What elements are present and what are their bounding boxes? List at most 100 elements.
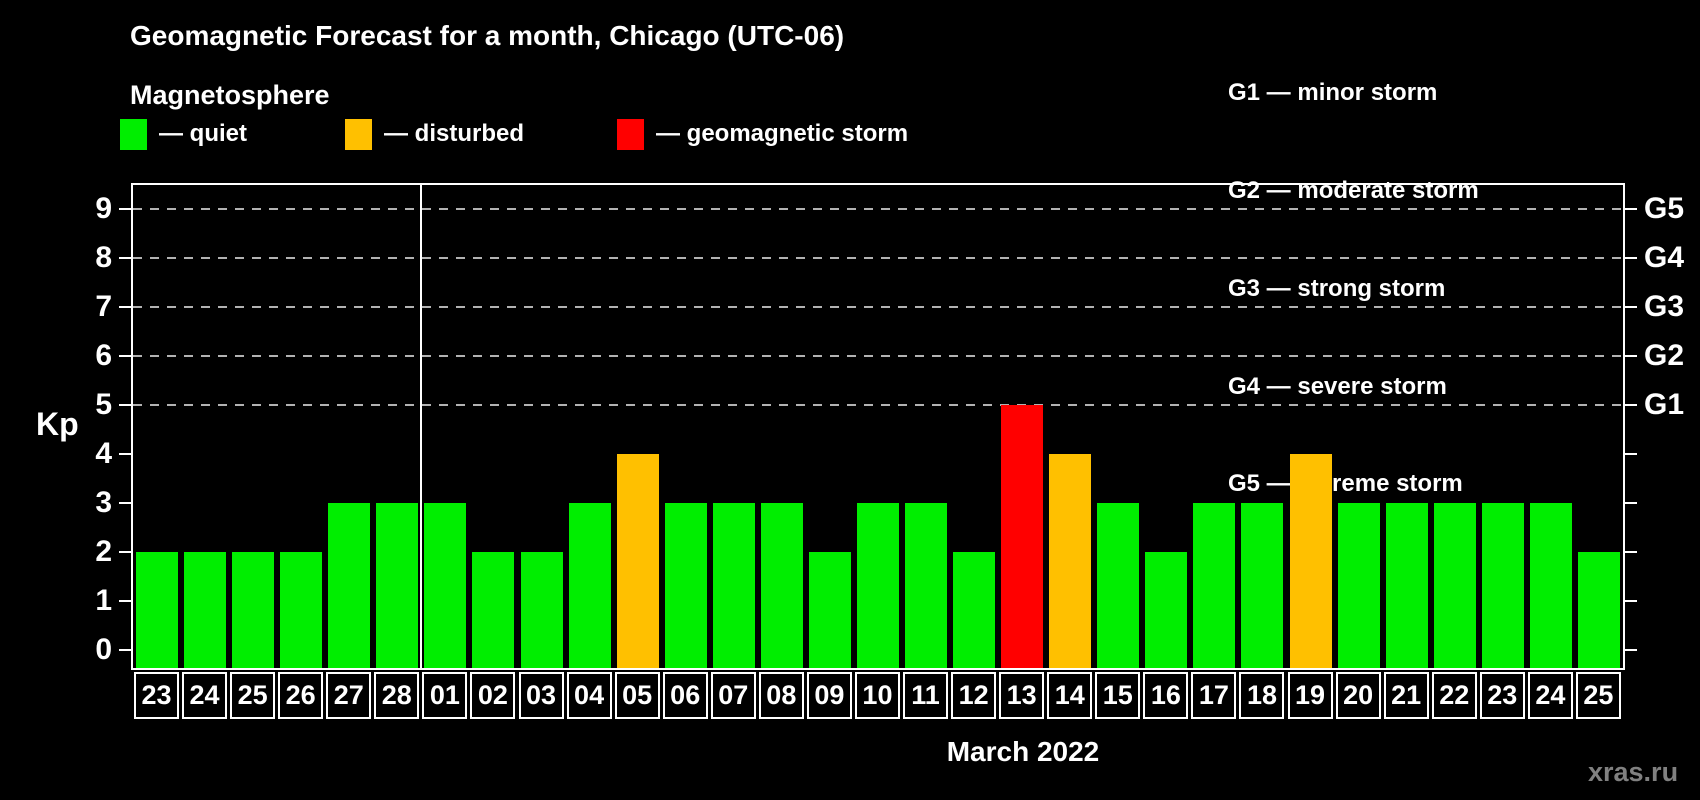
bar-day-04 [568,503,611,668]
g-scale-label-g3: G3 [1644,290,1685,323]
day-label-17: 17 [1191,672,1237,719]
day-label-03: 03 [518,672,564,719]
y-tick-left-8 [119,257,131,259]
day-label-01: 01 [422,672,468,719]
bar-day-02 [472,552,515,668]
bar-day-28 [376,503,419,668]
bar-day-23 [1481,503,1524,668]
bar-day-05 [616,454,659,668]
storm-color-swatch [617,118,644,150]
day-label-08: 08 [758,672,804,719]
y-tick-label-3: 3 [95,486,112,519]
day-label-26: 26 [278,672,324,719]
bar-day-15 [1097,503,1140,668]
y-tick-left-7 [119,306,131,308]
magnetosphere-label: Magnetosphere [130,80,330,110]
g-scale-label-g4: G4 [1644,241,1685,274]
bar-day-22 [1433,503,1476,668]
g-scale-label-g2: G2 [1644,339,1685,372]
day-label-25: 25 [230,672,276,719]
y-tick-label-4: 4 [95,437,112,470]
day-label-07: 07 [710,672,756,719]
bar-day-25 [232,552,275,668]
day-label-23: 23 [1479,672,1525,719]
y-tick-left-6 [119,355,131,357]
bar-day-26 [280,552,323,668]
g-scale-label-g5: G5 [1644,192,1685,225]
day-label-23: 23 [134,672,179,719]
day-label-02: 02 [470,672,516,719]
day-label-20: 20 [1335,672,1381,719]
bar-day-18 [1241,503,1284,668]
y-tick-right-1 [1625,600,1637,602]
y-tick-right-2 [1625,551,1637,553]
day-label-19: 19 [1287,672,1333,719]
bar-day-11 [905,503,948,668]
day-label-10: 10 [854,672,900,719]
y-tick-left-4 [119,453,131,455]
day-label-21: 21 [1383,672,1429,719]
day-label-24: 24 [182,672,228,719]
storm-scale-legend: G1 — minor storm G2 — moderate storm G3 … [1228,12,1479,534]
day-label-11: 11 [903,672,949,719]
legend-label-storm: — geomagnetic storm [656,120,909,147]
y-tick-right-6 [1625,355,1637,357]
y-tick-right-9 [1625,208,1637,210]
y-tick-left-9 [119,208,131,210]
legend-item-storm: — geomagnetic storm [617,117,908,151]
gridline-kp5 [133,404,1623,406]
y-tick-label-5: 5 [95,388,112,421]
plot-area [131,183,1625,670]
day-label-06: 06 [662,672,708,719]
y-tick-right-8 [1625,257,1637,259]
storm-scale-line-g3: G3 — strong storm [1228,274,1446,302]
y-tick-label-0: 0 [95,633,112,666]
day-label-16: 16 [1143,672,1189,719]
bar-day-23 [136,552,178,668]
y-tick-right-7 [1625,306,1637,308]
y-tick-left-3 [119,502,131,504]
storm-scale-line-g1: G1 — minor storm [1228,79,1438,107]
day-label-27: 27 [326,672,372,719]
y-axis-title: Kp [36,406,79,442]
x-axis-month-label: March 2022 [946,736,1100,767]
gridline-kp7 [133,306,1623,308]
bar-day-24 [1529,503,1572,668]
bar-day-27 [328,503,371,668]
y-tick-left-1 [119,600,131,602]
month-boundary-line [420,185,423,668]
y-tick-right-5 [1625,404,1637,406]
y-tick-left-0 [119,649,131,651]
y-tick-right-4 [1625,453,1637,455]
y-tick-left-5 [119,404,131,406]
x-axis-day-labels: 23 24 25 26 27 28 01 02 03 04 05 06 07 08 09 10 11 12 13 14… [133,672,1623,719]
day-label-13: 13 [999,672,1045,719]
y-tick-label-9: 9 [95,192,112,225]
storm-scale-line-g4: G4 — severe storm [1228,372,1447,400]
day-label-12: 12 [951,672,997,719]
y-tick-label-1: 1 [95,584,112,617]
day-label-28: 28 [374,672,420,719]
day-label-25: 25 [1575,672,1621,719]
day-label-18: 18 [1239,672,1285,719]
bar-day-14 [1049,454,1092,668]
y-tick-label-7: 7 [95,290,112,323]
bar-day-16 [1145,552,1188,668]
storm-scale-line-g5: G5 — extreme storm [1228,470,1463,498]
bar-day-12 [953,552,996,668]
gridline-kp8 [133,257,1623,259]
y-tick-right-0 [1625,649,1637,651]
y-tick-label-2: 2 [95,535,112,568]
day-label-22: 22 [1431,672,1477,719]
watermark: xras.ru [1588,757,1679,787]
g-scale-label-g1: G1 [1644,388,1685,421]
disturbed-color-swatch [345,118,372,150]
bar-day-17 [1193,503,1236,668]
bar-day-13 [1001,405,1044,668]
day-label-14: 14 [1047,672,1093,719]
bar-day-06 [664,503,707,668]
bar-day-07 [712,503,755,668]
page-title: Geomagnetic Forecast for a month, Chicag… [130,20,845,51]
bar-day-20 [1337,503,1380,668]
storm-scale-line-g2: G2 — moderate storm [1228,176,1479,204]
